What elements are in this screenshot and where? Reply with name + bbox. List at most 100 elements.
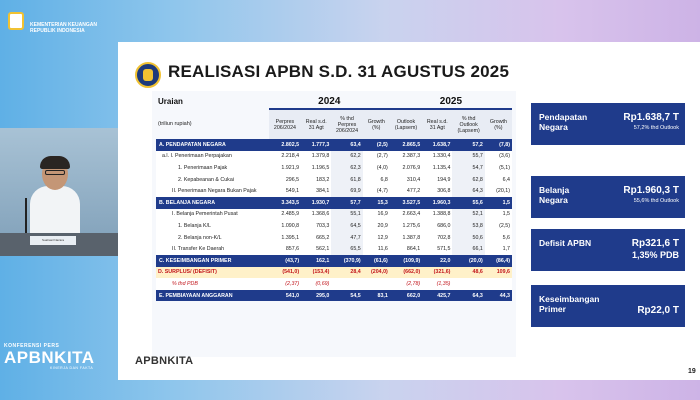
- table-cell: (2,5): [362, 139, 390, 151]
- table-cell: 12,9: [362, 231, 390, 244]
- table-cell: 28,4: [331, 266, 363, 279]
- speaker-figure: [30, 156, 80, 242]
- table-cell: 864,1: [389, 243, 423, 255]
- table-cell: (7,8): [484, 139, 512, 151]
- table-cell: (662,0): [389, 266, 423, 279]
- table-cell: 571,5: [422, 243, 453, 255]
- summary-card: Belanja Negara Rp1.960,3 T 55,6% thd Outlo…: [531, 176, 685, 218]
- table-cell: [484, 278, 512, 290]
- table-cell: 22,0: [422, 254, 453, 267]
- table-cell: (4,0): [362, 162, 390, 174]
- row-label: II. Penerimaan Negara Bukan Pajak: [156, 185, 269, 197]
- table-cell: 2.387,3: [389, 150, 423, 163]
- row-label: E. PEMBIAYAAN ANGGARAN: [156, 289, 269, 302]
- table-cell: 562,1: [301, 243, 332, 255]
- col-2024-3: % thd Perpres 206/2024: [331, 109, 363, 139]
- table-cell: (370,9): [331, 254, 363, 267]
- table-cell: 162,1: [301, 254, 332, 267]
- microphone-icon: [25, 198, 27, 234]
- summary-card: Keseimbangan Primer Rp22,0 T: [531, 285, 685, 327]
- table-cell: 1,7: [484, 243, 512, 255]
- table-cell: 665,2: [301, 231, 332, 244]
- table-cell: (541,0): [268, 266, 302, 279]
- table-cell: 44,3: [484, 289, 512, 302]
- table-cell: 1.921,9: [268, 162, 302, 174]
- row-label: a.l. I. Penerimaan Perpajakan: [156, 150, 269, 163]
- table-cell: (2,78): [389, 278, 423, 290]
- table-cell: (20,1): [484, 185, 512, 197]
- table-row: 1. Belanja K/L 1.090,8 703,3 64,5 20,9 1.275,…: [156, 220, 512, 232]
- table-row: B. BELANJA NEGARA 3.343,5 1.930,7 57,7 15,3 3…: [156, 196, 512, 209]
- card-value: Rp321,6 T: [631, 238, 679, 249]
- table-cell: 15,3: [362, 196, 390, 209]
- table-cell: (86,4): [484, 254, 512, 267]
- table-cell: 109,6: [484, 266, 512, 279]
- speaker-nameplate: Suahasil Nazara: [30, 236, 76, 245]
- card-subtext: 55,6% thd Outlook: [633, 198, 679, 204]
- table-row: A. PENDAPATAN NEGARA 2.802,5 1.777,3 63,4 (2…: [156, 139, 512, 151]
- card-label: Defisit APBN: [539, 238, 592, 248]
- table-cell: 62,8: [452, 173, 485, 186]
- row-label: I. Belanja Pemerintah Pusat: [156, 208, 269, 221]
- table-cell: 2.076,9: [389, 162, 423, 174]
- table-cell: 1.368,6: [301, 208, 332, 221]
- table-cell: 306,8: [422, 185, 453, 197]
- table-cell: 83,1: [362, 289, 390, 302]
- table-row: % thd PDB (2,37) (0,69) (2,78) (1,35): [156, 278, 512, 290]
- event-logo-big: APBNKITA: [4, 348, 95, 367]
- col-2025-3: % thd Outlook (Lapsem): [452, 109, 485, 139]
- table-cell: 1.930,7: [301, 196, 332, 209]
- table-cell: 6,4: [484, 173, 512, 186]
- page-number: 19: [688, 368, 696, 375]
- table-cell: (2,37): [268, 278, 302, 290]
- card-label: Belanja Negara: [539, 185, 570, 205]
- table-cell: 541,0: [268, 289, 302, 302]
- table-row: 2. Kepabeanan & Cukai 296,5 183,2 61,8 6,8 31…: [156, 173, 512, 186]
- ministry-line1: KEMENTERIAN KEUANGAN: [30, 22, 97, 28]
- table-cell: 54,5: [331, 289, 363, 302]
- table-cell: (0,69): [301, 278, 332, 290]
- table-cell: 55,1: [331, 208, 363, 221]
- table-cell: 1,5: [484, 208, 512, 221]
- table-cell: (4,7): [362, 185, 390, 197]
- col-2024-2: Real s.d. 31 Agt: [301, 109, 332, 139]
- table-cell: 549,1: [268, 185, 302, 197]
- table-cell: 2.218,4: [268, 150, 302, 163]
- row-label: 1. Belanja K/L: [156, 220, 269, 232]
- unit-header: (triliun rupiah): [158, 121, 192, 127]
- table-cell: (153,4): [301, 266, 332, 279]
- table-cell: 57,7: [331, 196, 363, 209]
- table-cell: [362, 278, 390, 290]
- col-2025-2: Real s.d. 31 Agt: [422, 109, 453, 139]
- slide-title: REALISASI APBN S.D. 31 AGUSTUS 2025: [168, 62, 510, 81]
- table-cell: 50,6: [452, 231, 485, 244]
- table-cell: 310,4: [389, 173, 423, 186]
- table-cell: 53,8: [452, 220, 485, 232]
- table-row: C. KESEIMBANGAN PRIMER (43,7) 162,1 (370,9)…: [156, 254, 512, 267]
- card-value: Rp1.638,7 T: [623, 112, 679, 123]
- col-2024-1: Perpres 206/2024: [268, 109, 302, 139]
- table-row: I. Belanja Pemerintah Pusat 2.485,9 1.368,…: [156, 208, 512, 221]
- ministry-emblem-icon: [8, 12, 24, 30]
- table-cell: 3.527,5: [389, 196, 423, 209]
- row-label: C. KESEIMBANGAN PRIMER: [156, 254, 269, 267]
- table-cell: 2.485,9: [268, 208, 302, 221]
- card-subtext: 1,35% PDB: [631, 250, 679, 260]
- table-row: D. SURPLUS/ (DEFISIT) (541,0) (153,4) 28,4(…: [156, 266, 512, 279]
- table-cell: 55,6: [452, 196, 485, 209]
- col-2025-1: Outlook (Lapsem): [389, 109, 423, 139]
- table-cell: 1.090,8: [268, 220, 302, 232]
- table-cell: 64,3: [452, 289, 485, 302]
- table-cell: 6,8: [362, 173, 390, 186]
- top-bar: KEMENTERIAN KEUANGAN REPUBLIK INDONESIA: [0, 0, 700, 40]
- table-cell: 61,8: [331, 173, 363, 186]
- table-cell: 11,6: [362, 243, 390, 255]
- table-cell: 62,2: [331, 150, 363, 163]
- year-2024-header: 2024: [268, 95, 390, 110]
- table-row: II. Transfer Ke Daerah 857,6 562,1 65,5 11,6…: [156, 243, 512, 255]
- table-row: 1. Penerimaan Pajak 1.921,9 1.196,5 62,3 (4,…: [156, 162, 512, 174]
- event-logo-small: KONFERENSI PERS: [4, 343, 60, 349]
- table-cell: 1.638,7: [422, 139, 453, 151]
- table-cell: [452, 278, 485, 290]
- table-cell: (5,1): [484, 162, 512, 174]
